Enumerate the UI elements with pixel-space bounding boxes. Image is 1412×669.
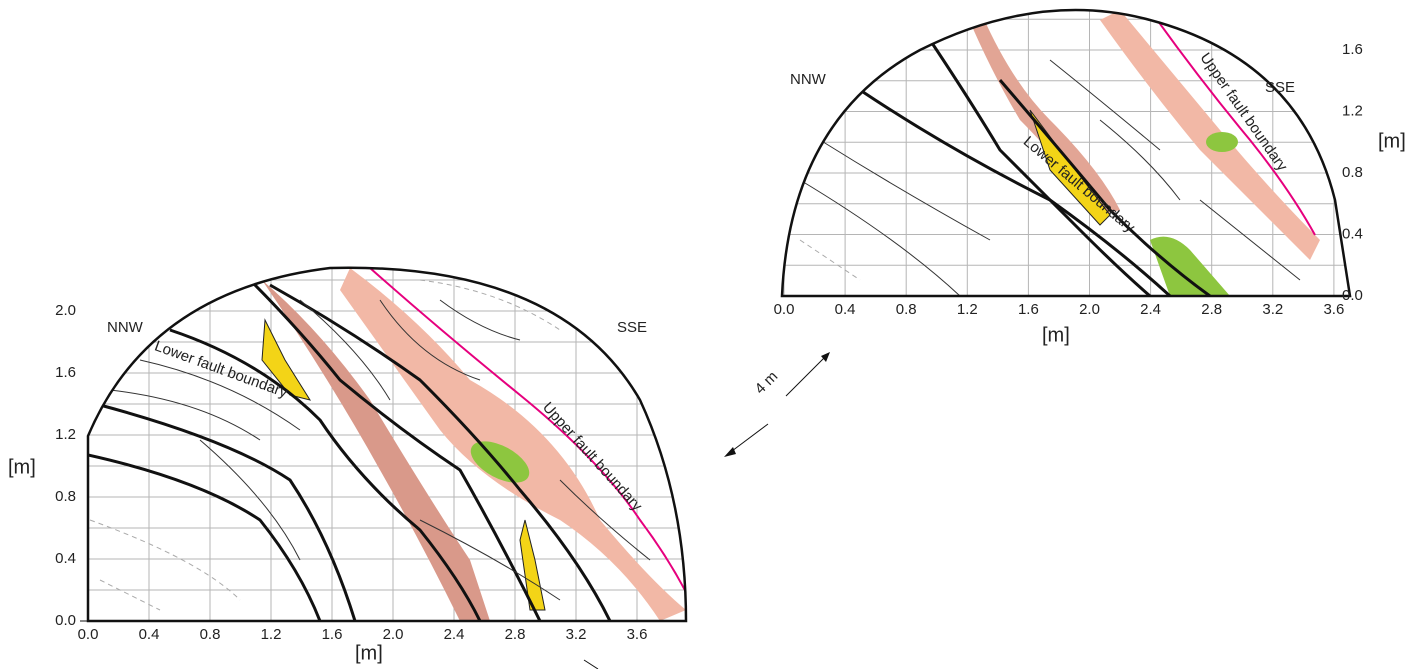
y-tick-label: 1.6 bbox=[55, 364, 76, 381]
x-tick-label: 2.4 bbox=[444, 626, 465, 643]
y-tick-label: 0.4 bbox=[1342, 225, 1363, 242]
y-axis-label: [m] bbox=[8, 456, 36, 478]
y-tick-label: 0.0 bbox=[55, 612, 76, 629]
east-label: SSE bbox=[1265, 79, 1295, 96]
x-tick-label: 3.2 bbox=[566, 626, 587, 643]
west-label: NNW bbox=[107, 319, 144, 336]
east-label: SSE bbox=[617, 319, 647, 336]
x-tick-label: 1.6 bbox=[1018, 301, 1039, 318]
y-tick-label: 0.8 bbox=[55, 488, 76, 505]
x-tick-label: 2.8 bbox=[505, 626, 526, 643]
x-tick-label: 0.8 bbox=[200, 626, 221, 643]
x-tick-label: 3.6 bbox=[627, 626, 648, 643]
x-tick-label: 2.0 bbox=[383, 626, 404, 643]
y-tick-label: 1.2 bbox=[1342, 102, 1363, 119]
x-tick-label: 3.2 bbox=[1262, 301, 1283, 318]
figure: NNW SSE Lower fault boundary Upper fault… bbox=[0, 0, 1412, 669]
x-tick-label: 2.8 bbox=[1201, 301, 1222, 318]
y-tick-label: 2.0 bbox=[55, 302, 76, 319]
x-tick-label: 0.4 bbox=[835, 301, 856, 318]
x-tick-label: 0.8 bbox=[896, 301, 917, 318]
scale-label: 4 m bbox=[752, 368, 782, 398]
x-tick-label: 2.0 bbox=[1079, 301, 1100, 318]
x-tick-label: 0.0 bbox=[78, 626, 99, 643]
x-tick-label: 1.2 bbox=[957, 301, 978, 318]
arrow bbox=[584, 660, 598, 669]
x-axis-label: [m] bbox=[1042, 324, 1070, 346]
x-tick-label: 1.6 bbox=[322, 626, 343, 643]
x-tick-label: 0.4 bbox=[139, 626, 160, 643]
y-tick-label: 1.2 bbox=[55, 426, 76, 443]
x-tick-label: 0.0 bbox=[774, 301, 795, 318]
x-tick-label: 1.2 bbox=[261, 626, 282, 643]
x-tick-label: 2.4 bbox=[1140, 301, 1161, 318]
x-axis-label: [m] bbox=[355, 642, 383, 664]
y-tick-label: 0.4 bbox=[55, 550, 76, 567]
y-tick-label: 0.0 bbox=[1342, 287, 1363, 304]
right-geology bbox=[800, 10, 1320, 296]
y-tick-label: 1.6 bbox=[1342, 41, 1363, 58]
y-tick-label: 0.8 bbox=[1342, 164, 1363, 181]
y-axis-label: [m] bbox=[1378, 130, 1406, 152]
west-label: NNW bbox=[790, 71, 827, 88]
left-grid bbox=[78, 218, 759, 621]
scale-arrow bbox=[786, 356, 826, 396]
